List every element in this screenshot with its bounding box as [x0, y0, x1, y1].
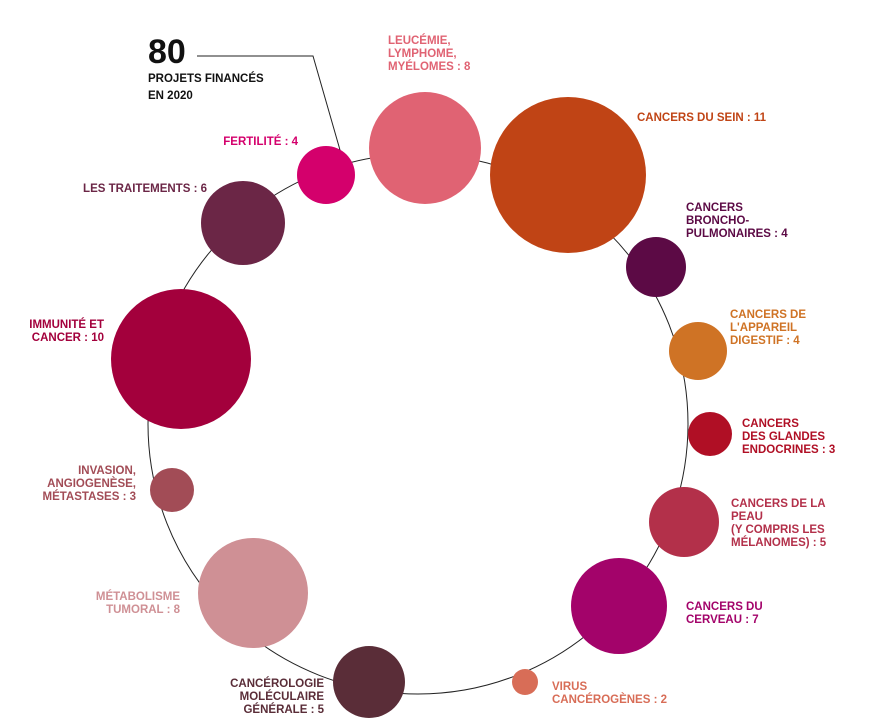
total-caption-line-2: EN 2020	[148, 90, 193, 102]
label-fertilite-line-1: FERTILITÉ : 4	[223, 135, 298, 148]
label-leucemie-line-2: LYMPHOME,	[388, 48, 457, 60]
label-moleculaire: CANCÉROLOGIE MOLÉCULAIRE GÉNÉRALE : 5	[230, 677, 325, 716]
label-endocrines: CANCERS DES GLANDES ENDOCRINES : 3	[742, 418, 835, 456]
bubble-broncho	[626, 237, 686, 297]
label-cerveau-line-1: CANCERS DU	[686, 601, 763, 613]
label-endocrines-line-2: DES GLANDES	[742, 431, 825, 443]
label-endocrines-line-3: ENDOCRINES : 3	[742, 444, 835, 456]
label-moleculaire-line-3: GÉNÉRALE : 5	[243, 703, 324, 716]
label-leucemie-line-1: LEUCÉMIE,	[388, 34, 451, 47]
label-leucemie-line-3: MYÉLOMES : 8	[388, 60, 471, 73]
label-immunite-line-1: IMMUNITÉ ET	[29, 318, 104, 331]
label-metabolisme-line-1: MÉTABOLISME	[96, 590, 180, 603]
bubble-cerveau	[571, 558, 667, 654]
bubble-moleculaire	[333, 646, 405, 718]
label-immunite-line-2: CANCER : 10	[32, 332, 104, 344]
label-metabolisme: MÉTABOLISME TUMORAL : 8	[96, 590, 181, 616]
label-digestif-line-1: CANCERS DE	[730, 309, 806, 321]
label-peau-line-4: MÉLANOMES) : 5	[731, 536, 827, 549]
callout-leader-line	[197, 55, 341, 151]
label-digestif-line-2: L'APPAREIL	[730, 322, 797, 334]
bubble-traitements	[201, 181, 285, 265]
bubble-metabolisme	[198, 538, 308, 648]
label-peau-line-3: (Y COMPRIS LES	[731, 524, 825, 536]
label-endocrines-line-1: CANCERS	[742, 418, 799, 430]
label-metabolisme-line-2: TUMORAL : 8	[106, 604, 181, 616]
label-traitements-line-1: LES TRAITEMENTS : 6	[83, 183, 207, 195]
labels-group: LEUCÉMIE, LYMPHOME, MYÉLOMES : 8 CANCERS DU…	[29, 34, 835, 716]
label-cerveau: CANCERS DU CERVEAU : 7	[686, 601, 763, 626]
label-immunite: IMMUNITÉ ET CANCER : 10	[29, 318, 104, 344]
label-peau-line-2: PEAU	[731, 511, 763, 523]
total-callout: 80 PROJETS FINANCÉS EN 2020	[148, 33, 341, 151]
total-value: 80	[148, 33, 186, 71]
label-virus-line-2: CANCÉROGÈNES : 2	[552, 693, 667, 706]
bubble-leucemie	[369, 92, 481, 204]
label-virus: VIRUS CANCÉROGÈNES : 2	[552, 681, 667, 706]
label-invasion-line-3: MÉTASTASES : 3	[43, 490, 137, 503]
bubble-virus	[512, 669, 538, 695]
label-sein-line-1: CANCERS DU SEIN : 11	[637, 112, 767, 124]
bubble-immunite	[111, 289, 251, 429]
label-digestif: CANCERS DE L'APPAREIL DIGESTIF : 4	[730, 309, 806, 347]
label-invasion: INVASION, ANGIOGENÈSE, MÉTASTASES : 3	[43, 465, 137, 503]
label-peau: CANCERS DE LA PEAU (Y COMPRIS LES MÉLANOMES…	[731, 498, 827, 549]
label-moleculaire-line-1: CANCÉROLOGIE	[230, 677, 324, 690]
bubbles-group	[111, 92, 732, 718]
label-peau-line-1: CANCERS DE LA	[731, 498, 826, 510]
label-cerveau-line-2: CERVEAU : 7	[686, 614, 759, 626]
bubble-fertilite	[297, 146, 355, 204]
bubble-invasion	[150, 468, 194, 512]
label-virus-line-1: VIRUS	[552, 681, 587, 693]
label-moleculaire-line-2: MOLÉCULAIRE	[240, 690, 325, 703]
total-caption-line-1: PROJETS FINANCÉS	[148, 72, 264, 85]
label-sein: CANCERS DU SEIN : 11	[637, 112, 767, 124]
bubble-endocrines	[688, 412, 732, 456]
bubble-sein	[490, 97, 646, 253]
label-broncho: CANCERS BRONCHO-PULMONAIRES : 4	[686, 202, 788, 240]
bubble-digestif	[669, 322, 727, 380]
label-digestif-line-3: DIGESTIF : 4	[730, 335, 800, 347]
label-traitements: LES TRAITEMENTS : 6	[83, 183, 207, 195]
bubble-peau	[649, 487, 719, 557]
label-invasion-line-1: INVASION,	[78, 465, 136, 477]
label-broncho-line-2: BRONCHO-	[686, 215, 749, 227]
label-leucemie: LEUCÉMIE, LYMPHOME, MYÉLOMES : 8	[388, 34, 471, 73]
label-broncho-line-1: CANCERS	[686, 202, 743, 214]
label-broncho-line-3: PULMONAIRES : 4	[686, 228, 788, 240]
label-invasion-line-2: ANGIOGENÈSE,	[47, 477, 136, 490]
label-fertilite: FERTILITÉ : 4	[223, 135, 298, 148]
